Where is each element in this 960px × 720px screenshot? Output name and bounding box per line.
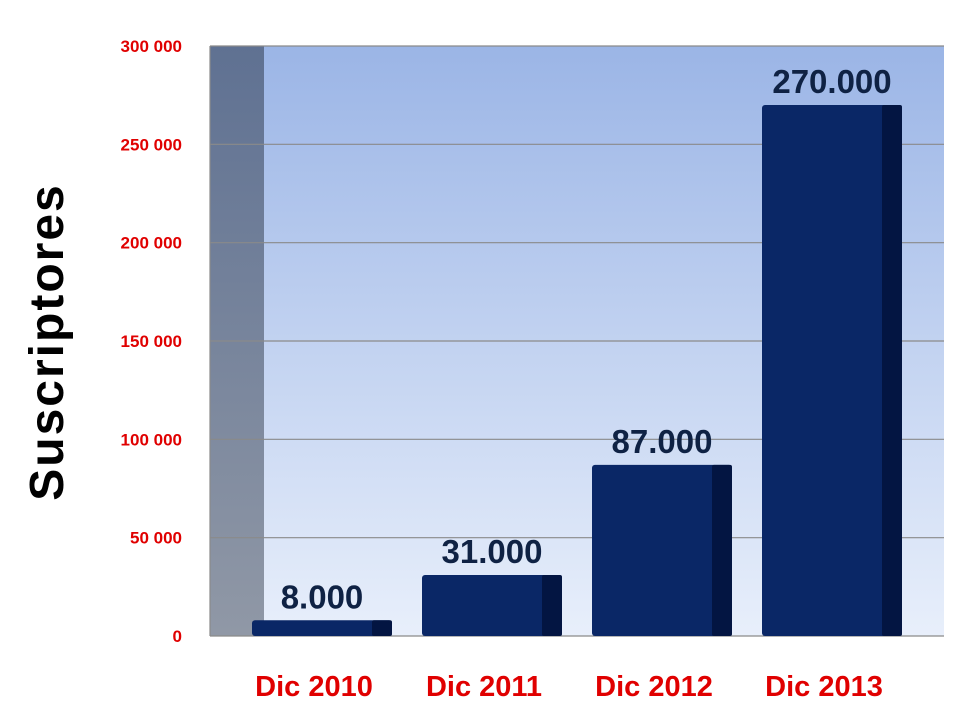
x-category-label: Dic 2012 <box>595 671 713 703</box>
x-category-label: Dic 2011 <box>426 671 542 703</box>
bar-side <box>542 575 562 636</box>
y-tick-label: 0 <box>173 627 182 646</box>
y-tick-label: 300 000 <box>121 37 182 56</box>
x-category-label: Dic 2013 <box>765 671 883 703</box>
bar-side <box>372 620 392 636</box>
bar <box>762 105 902 636</box>
y-tick-label: 200 000 <box>121 234 182 253</box>
bar <box>252 620 392 636</box>
bar-side <box>882 105 902 636</box>
bar-front <box>762 105 902 636</box>
y-tick-label: 50 000 <box>130 529 182 548</box>
x-category-label: Dic 2010 <box>255 671 373 703</box>
bar-side <box>712 464 732 636</box>
bar-data-label: 31.000 <box>442 533 543 570</box>
bar-data-label: 270.000 <box>772 63 891 100</box>
y-tick-label: 150 000 <box>121 332 182 351</box>
bar-data-label: 87.000 <box>612 423 713 460</box>
bar <box>422 575 562 636</box>
y-axis-title: Suscriptores <box>21 183 74 500</box>
bar-data-label: 8.000 <box>281 578 364 615</box>
y-tick-label: 100 000 <box>121 430 182 449</box>
bar-front <box>422 575 562 636</box>
bar <box>592 464 732 636</box>
bar-front <box>592 464 732 636</box>
y-tick-label: 250 000 <box>121 135 182 154</box>
bar-front <box>252 620 392 636</box>
